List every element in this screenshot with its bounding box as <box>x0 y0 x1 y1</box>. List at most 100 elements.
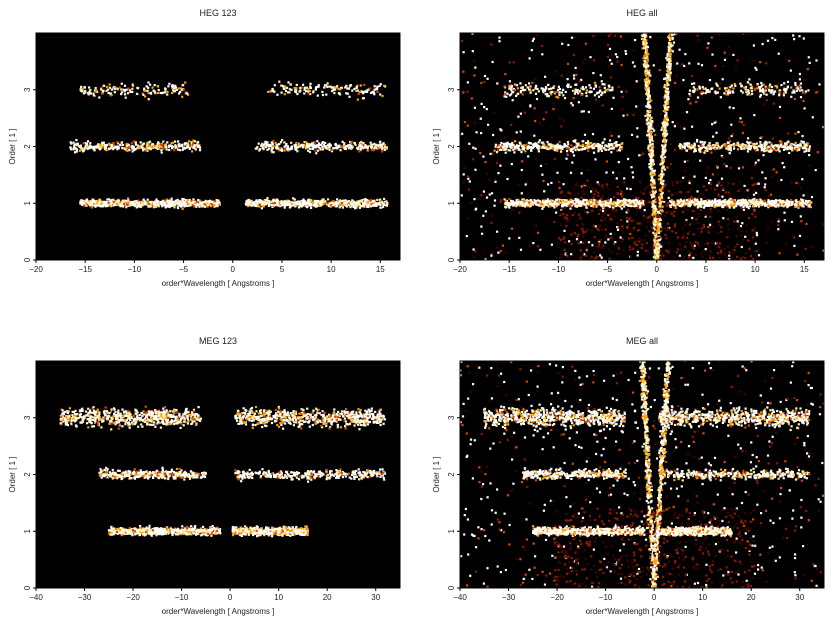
order-3-event <box>88 86 90 88</box>
order-1-event <box>640 200 642 202</box>
zero-order-event <box>646 42 648 44</box>
noise-event <box>787 132 789 134</box>
order-2-event <box>340 149 342 151</box>
diffuse-event <box>634 241 636 243</box>
noise-event <box>592 72 594 74</box>
diffuse-event <box>632 229 634 231</box>
noise-event <box>473 60 475 62</box>
diffuse-event <box>709 257 711 259</box>
order-3-event <box>121 83 123 85</box>
noise-event <box>653 64 655 66</box>
order-2-event <box>126 145 128 147</box>
order-3-event <box>183 89 185 91</box>
diffuse-event <box>666 229 668 231</box>
diffuse-event <box>691 183 693 185</box>
order-2-event <box>101 146 103 148</box>
order-1-event <box>623 205 625 207</box>
noise-event <box>474 107 476 109</box>
order-1-event <box>194 202 196 204</box>
diffuse-event <box>677 248 679 250</box>
diffuse-event <box>627 209 629 211</box>
diffuse-event <box>732 252 734 254</box>
order-1-event <box>337 203 339 205</box>
noise-event <box>570 102 572 104</box>
order-2-event <box>69 147 71 149</box>
diffuse-event <box>671 213 673 215</box>
order-2-event <box>265 146 267 148</box>
order-1-event <box>144 200 146 202</box>
zero-order-event <box>647 94 649 96</box>
zero-order-event <box>650 117 652 119</box>
zero-order-event <box>647 114 649 116</box>
noise-event <box>777 224 779 226</box>
order-2-event <box>108 144 110 146</box>
zero-order-event <box>660 246 662 248</box>
order-3-event <box>287 91 289 93</box>
diffuse-event <box>645 235 647 237</box>
diffuse-event <box>727 246 729 248</box>
diffuse-event <box>742 239 744 241</box>
noise-event <box>710 208 712 210</box>
diffuse-event <box>605 228 607 230</box>
noise-event <box>607 238 609 240</box>
order-1-event <box>386 202 388 204</box>
x-tick-label: −15 <box>78 265 92 274</box>
diffuse-event <box>560 207 562 209</box>
order-3-event <box>307 90 309 92</box>
noise-event <box>492 153 494 155</box>
noise-event <box>504 73 506 75</box>
diffuse-event <box>597 195 599 197</box>
order-3-event <box>363 97 365 99</box>
order-1-event <box>504 206 506 208</box>
order-3-event <box>98 96 100 98</box>
noise-event <box>809 164 811 166</box>
zero-order-event <box>652 213 654 215</box>
zero-order-event <box>654 210 656 212</box>
order-1-event <box>555 199 557 201</box>
order-1-event <box>184 205 186 207</box>
diffuse-event <box>688 256 690 258</box>
zero-order-event <box>664 132 666 134</box>
noise-event <box>494 179 496 181</box>
noise-event <box>582 61 584 63</box>
noise-event <box>497 172 499 174</box>
diffuse-event <box>622 249 624 251</box>
noise-event <box>592 35 594 37</box>
noise-event <box>625 50 627 52</box>
noise-event <box>618 135 620 137</box>
diffuse-event <box>688 180 690 182</box>
zero-order-event <box>654 233 656 235</box>
order-2-event <box>312 148 314 150</box>
order-2-event <box>184 147 186 149</box>
diffuse-event <box>660 229 662 231</box>
zero-order-event <box>667 36 669 38</box>
noise-event <box>711 54 713 56</box>
zero-order-event <box>647 88 649 90</box>
order-3-event <box>363 91 365 93</box>
zero-order-event <box>664 108 666 110</box>
diffuse-event <box>577 193 579 195</box>
order-1-event <box>187 199 189 201</box>
order-1-event <box>267 201 269 203</box>
order-3-event <box>309 83 311 85</box>
zero-order-event <box>666 133 668 135</box>
diffuse-event <box>717 210 719 212</box>
diffuse-event <box>676 192 678 194</box>
noise-event <box>567 153 569 155</box>
zero-order-event <box>667 75 669 77</box>
zero-order-event <box>651 120 653 122</box>
noise-event <box>563 183 565 185</box>
noise-event <box>807 68 809 70</box>
diffuse-event <box>628 237 630 239</box>
noise-event <box>571 37 573 39</box>
noise-event <box>474 122 476 124</box>
noise-event <box>722 78 724 80</box>
noise-event <box>691 75 693 77</box>
order-2-event <box>280 141 282 143</box>
order-1-event <box>363 206 365 208</box>
noise-event <box>639 79 641 81</box>
order-3-event <box>100 88 102 90</box>
order-3-event <box>150 92 152 94</box>
order-1-event <box>108 202 110 204</box>
